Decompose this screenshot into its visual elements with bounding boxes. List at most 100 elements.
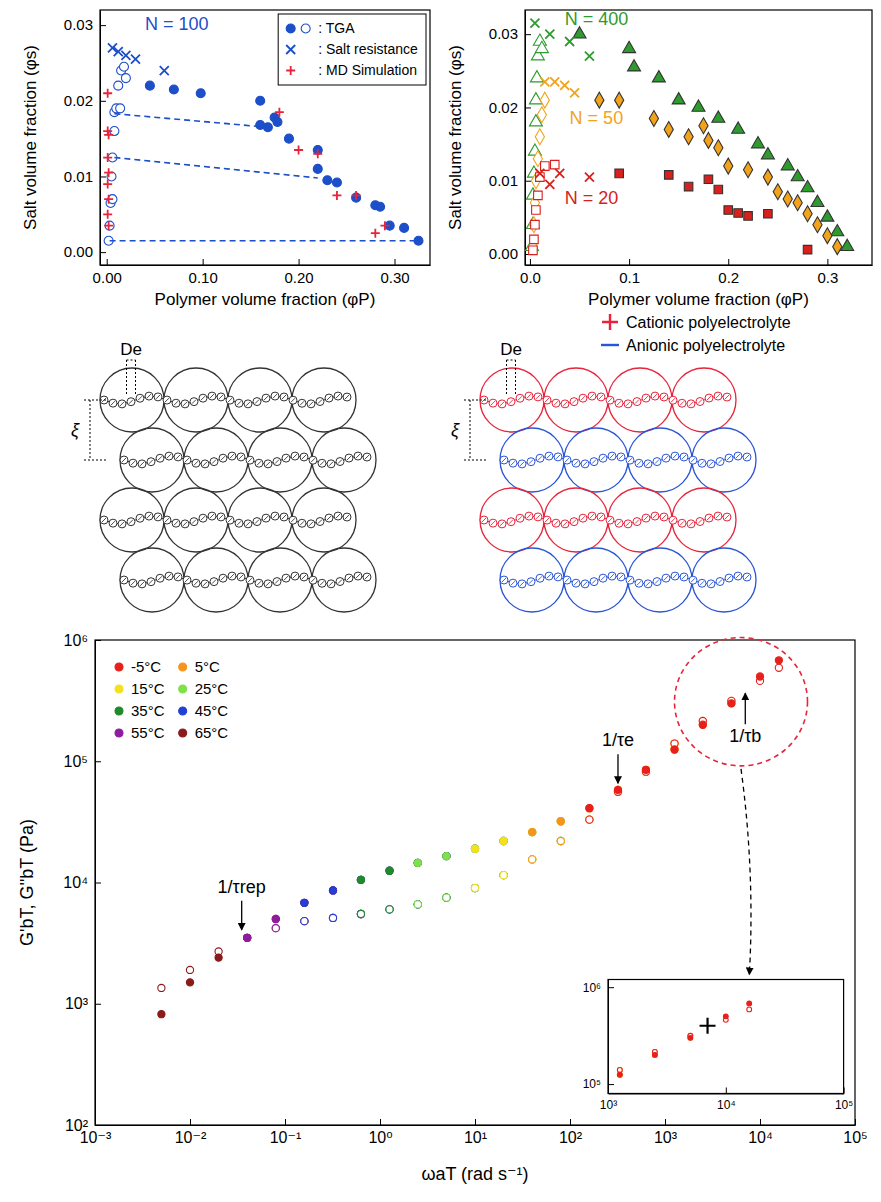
monomer — [253, 518, 261, 526]
monomer-mark — [336, 514, 340, 518]
monomer-mark — [680, 521, 684, 525]
monomer-mark — [273, 394, 277, 398]
monomer-mark — [691, 578, 695, 582]
monomer — [624, 400, 632, 408]
data-point — [313, 149, 322, 158]
monomer — [572, 579, 580, 587]
blob — [608, 368, 672, 432]
data-point — [775, 664, 782, 671]
tick-mark — [608, 1084, 614, 1085]
tick-label: 0.30 — [380, 269, 409, 286]
blob-label: De — [120, 340, 142, 359]
data-point — [272, 925, 279, 932]
data-point — [103, 180, 112, 189]
monomer — [489, 519, 497, 527]
monomer-mark — [583, 462, 587, 466]
data-point — [557, 837, 564, 844]
tick-label: 10⁻² — [175, 1129, 207, 1146]
monomer-mark — [554, 401, 558, 405]
monomer — [334, 512, 342, 520]
data-point — [301, 918, 308, 925]
monomer — [226, 516, 234, 524]
monomer-mark — [635, 520, 639, 524]
plot-data — [103, 43, 423, 245]
monomer — [642, 394, 650, 402]
blob — [164, 488, 228, 552]
data-point — [471, 845, 478, 852]
tick-mark — [299, 259, 300, 265]
data-point — [104, 168, 113, 177]
monomer-mark — [300, 521, 304, 525]
tick-mark — [475, 1119, 476, 1125]
monomer-mark — [185, 458, 189, 462]
monomer-mark — [201, 516, 205, 520]
monomer — [201, 580, 209, 588]
monomer-mark — [502, 458, 506, 462]
legend-entry: : TGA — [286, 20, 355, 36]
bracket — [464, 460, 486, 461]
monomer-mark — [300, 401, 304, 405]
data-point — [545, 30, 554, 39]
monomer-mark — [219, 515, 223, 519]
tick-mark — [629, 259, 630, 265]
monomer-mark — [129, 400, 133, 404]
monomer-mark — [527, 514, 531, 518]
tick: 10¹ — [464, 1119, 487, 1146]
monomer-mark — [275, 460, 279, 464]
tick-mark — [380, 1119, 381, 1125]
blob — [184, 548, 248, 612]
legend-label: 15°C — [131, 680, 165, 697]
annotation-arrow — [617, 754, 618, 783]
data-point — [500, 837, 507, 844]
data-point — [414, 901, 421, 908]
monomer — [579, 394, 587, 402]
monomer-mark — [255, 400, 259, 404]
tick-mark — [95, 1125, 101, 1126]
monomer-mark — [518, 516, 522, 520]
tick-mark — [530, 259, 531, 265]
tick: 0.03 — [489, 25, 531, 42]
data-point — [743, 162, 752, 178]
monomer-mark — [219, 395, 223, 399]
tick-mark — [190, 1119, 191, 1125]
monomer — [644, 460, 652, 468]
monomer-mark — [698, 400, 702, 404]
diagram-legend: Cationic polyelectrolyteAnionic polyelec… — [601, 314, 791, 354]
data-point — [400, 223, 409, 232]
monomer-mark — [545, 518, 549, 522]
monomer-mark — [131, 581, 135, 585]
monomer-mark — [536, 395, 540, 399]
tick-label: 10⁴ — [748, 1129, 773, 1146]
monomer — [498, 400, 506, 408]
axis-line — [96, 1125, 856, 1126]
data-point — [550, 77, 559, 86]
monomer — [147, 458, 155, 466]
data-point — [500, 872, 507, 879]
monomer — [617, 453, 625, 461]
tick: 10⁶ — [583, 981, 614, 995]
data-point — [121, 74, 130, 83]
data-point — [301, 918, 308, 925]
legend-box — [278, 14, 426, 85]
legend-marker — [602, 314, 618, 330]
data-point — [104, 195, 113, 204]
data-point — [557, 837, 564, 844]
data-point — [623, 41, 636, 52]
data-point — [585, 52, 594, 61]
data-point — [529, 829, 536, 836]
monomer — [696, 398, 704, 406]
monomer-mark — [365, 575, 369, 579]
data-point — [529, 856, 536, 863]
monomer-mark — [511, 581, 515, 585]
tick: 0.00 — [489, 245, 531, 262]
chart: 10³10⁴10⁵10⁵10⁶ — [0, 980, 853, 1202]
data-point — [443, 894, 450, 901]
highlight-ellipse — [675, 638, 808, 766]
data-point — [301, 899, 308, 906]
monomer-mark — [320, 461, 324, 465]
monomer-mark — [664, 456, 668, 460]
data-point — [386, 906, 393, 913]
monomer — [581, 460, 589, 468]
monomer-mark — [572, 400, 576, 404]
monomer-mark — [572, 520, 576, 524]
